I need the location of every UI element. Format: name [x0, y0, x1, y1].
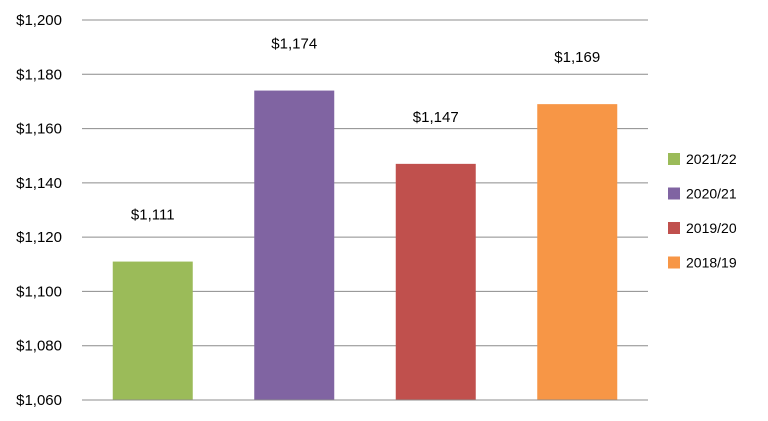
data-label: $1,111 — [131, 207, 175, 224]
y-tick-label: $1,180 — [16, 66, 62, 83]
y-tick-label: $1,100 — [16, 283, 62, 300]
data-label: $1,169 — [554, 49, 600, 66]
bar-2020-21 — [254, 90, 335, 401]
data-label: $1,147 — [413, 109, 459, 126]
y-tick-label: $1,060 — [16, 392, 62, 409]
y-tick-label: $1,200 — [16, 12, 62, 29]
legend-label: 2018/19 — [686, 255, 737, 271]
y-tick-label: $1,120 — [16, 229, 62, 246]
legend-swatch — [668, 153, 680, 165]
y-axis-ticks: $1,060 $1,080 $1,100 $1,120 $1,140 $1,160 $1,1… — [16, 12, 62, 409]
legend-swatch — [668, 222, 680, 234]
legend-label: 2020/21 — [686, 186, 737, 202]
data-labels: $1,111 $1,174 $1,147 $1,169 — [131, 36, 600, 224]
legend: 2021/22 2020/21 2019/20 2018/19 — [668, 151, 737, 271]
bar-2021-22 — [112, 261, 193, 400]
legend-swatch — [668, 187, 680, 200]
legend-label: 2021/22 — [686, 151, 737, 167]
data-label: $1,174 — [271, 36, 317, 53]
bars — [112, 90, 618, 401]
y-tick-label: $1,080 — [16, 338, 62, 355]
bar-2019-20 — [395, 163, 476, 400]
legend-swatch — [668, 256, 680, 269]
y-tick-label: $1,160 — [16, 121, 62, 138]
y-tick-label: $1,140 — [16, 175, 62, 192]
legend-label: 2019/20 — [686, 220, 737, 236]
bar-2018-19 — [537, 104, 618, 401]
